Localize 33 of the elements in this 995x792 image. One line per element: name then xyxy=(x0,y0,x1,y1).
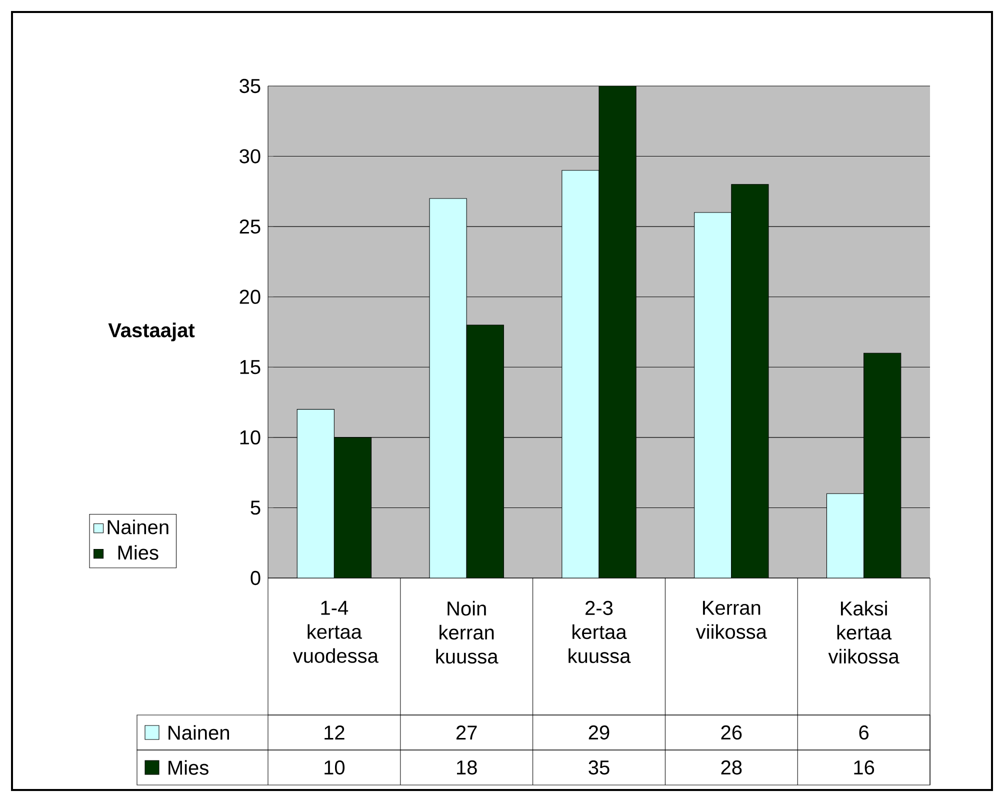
data-label: 35 xyxy=(588,760,610,775)
data-label: 12 xyxy=(324,726,344,740)
y-tick-label: 10 xyxy=(240,430,260,444)
x-tick-label: 2-3 kertaa kuussa xyxy=(568,600,631,664)
bar xyxy=(296,409,334,578)
y-tick-label: 15 xyxy=(240,360,260,374)
text: Mies xyxy=(168,760,208,775)
y-tick-label: 0 xyxy=(250,570,260,586)
x-tick-label: 1-4 kertaa vuodessa xyxy=(292,600,378,663)
x-tick-label: Kaksi kertaa viikossa xyxy=(828,600,900,664)
data-label: 18 xyxy=(457,760,477,775)
y-tick-label: 5 xyxy=(250,500,260,515)
data-label: 29 xyxy=(588,725,610,740)
data-label: 26 xyxy=(721,725,742,740)
data-label: 6 xyxy=(859,725,868,740)
bar xyxy=(694,212,732,578)
y-tick-label: 30 xyxy=(240,149,260,164)
data-label: 27 xyxy=(456,726,477,740)
y-tick-label: 20 xyxy=(240,290,260,304)
data-label: 10 xyxy=(324,760,345,775)
legend-label: Nainen xyxy=(108,520,168,534)
data-label: 16 xyxy=(854,760,874,775)
legend-label: Mies xyxy=(118,545,158,560)
data-label: 28 xyxy=(721,760,742,775)
bar xyxy=(562,170,600,578)
y-tick-label: 35 xyxy=(240,78,260,94)
y-axis-title: Vastaajat xyxy=(108,322,195,342)
x-tick-label: Noin kerran kuussa xyxy=(436,600,498,664)
x-tick-label: Kerran viikossa xyxy=(696,600,767,639)
y-tick-label: 25 xyxy=(240,219,260,234)
bar xyxy=(429,198,467,578)
text: Nainen xyxy=(168,725,230,740)
bar xyxy=(826,493,864,578)
